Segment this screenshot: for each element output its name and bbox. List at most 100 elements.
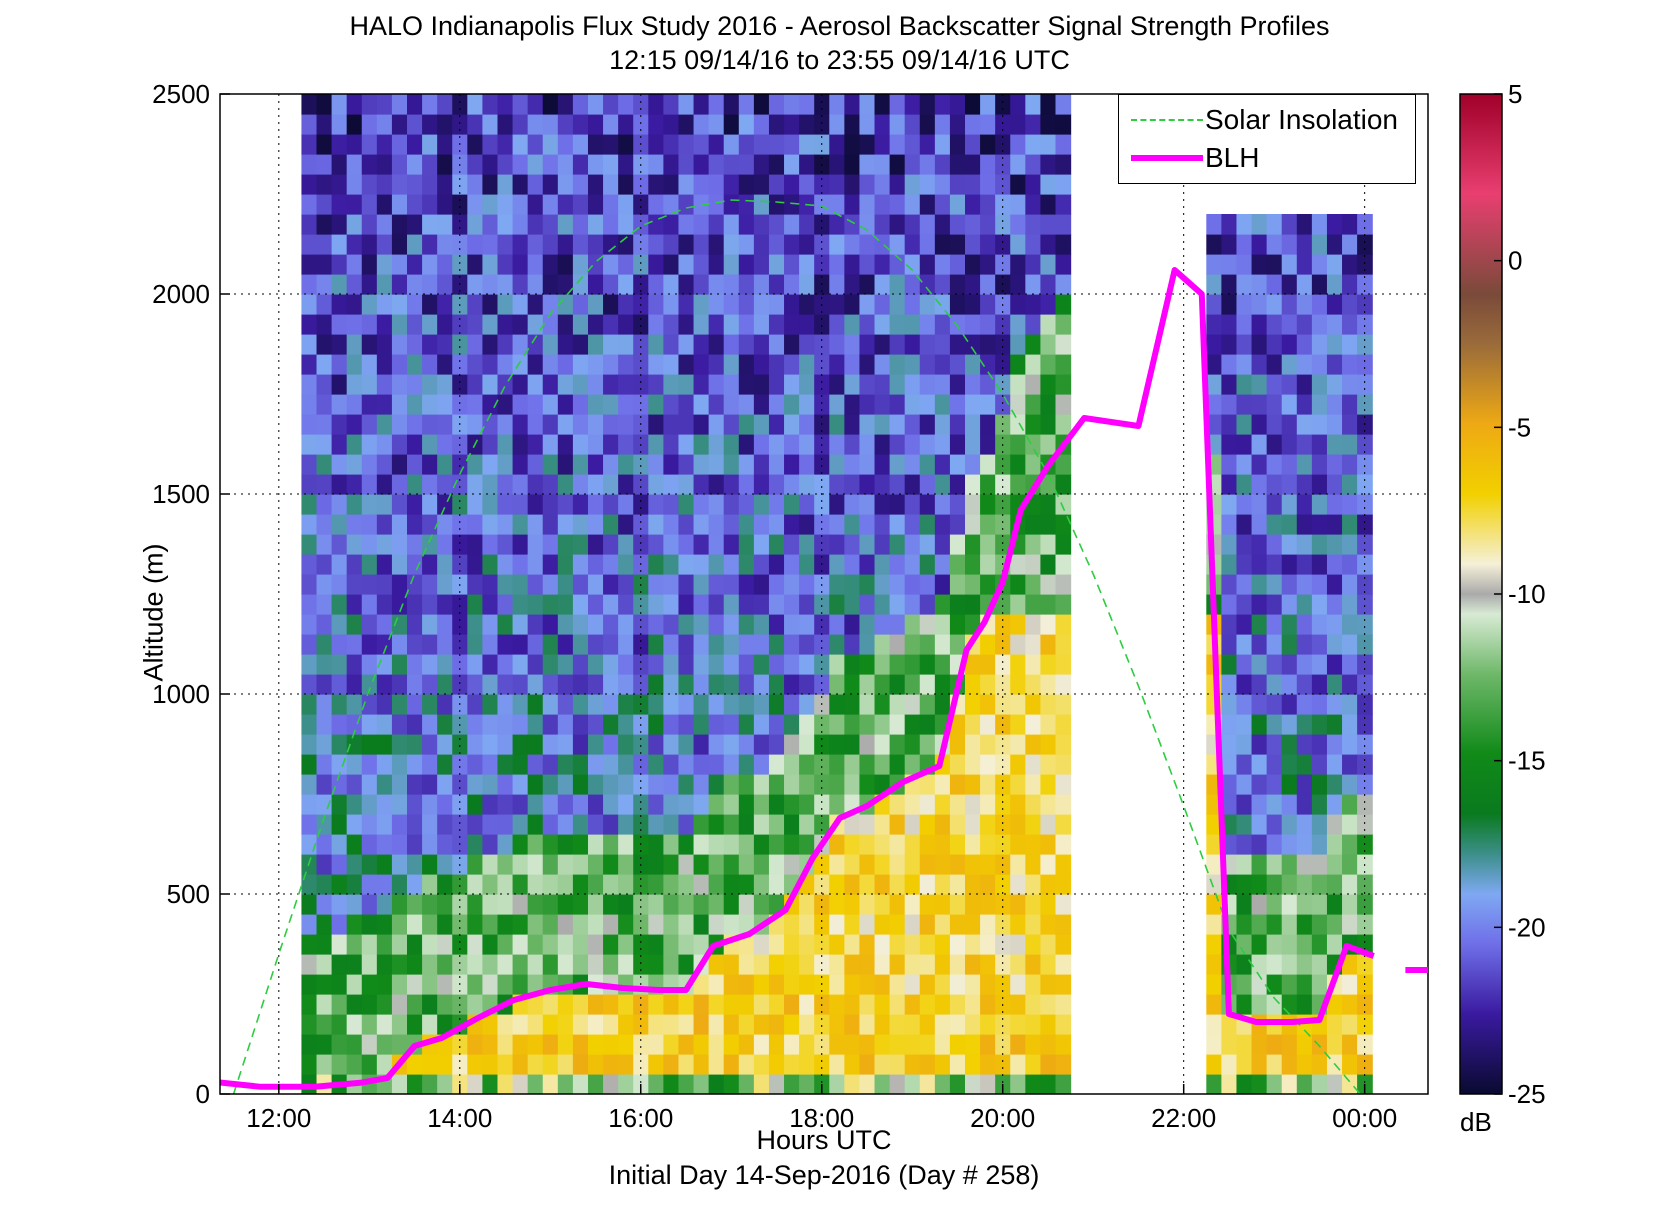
heatmap-cell [663, 394, 680, 415]
heatmap-cell [904, 654, 921, 675]
heatmap-cell [1221, 554, 1238, 575]
heatmap-cell [437, 134, 453, 155]
heatmap-cell [316, 734, 333, 755]
heatmap-cell [799, 794, 815, 815]
heatmap-cell [814, 174, 830, 195]
heatmap-cell [1296, 934, 1313, 955]
heatmap-cell [934, 454, 951, 475]
heatmap-cell [663, 534, 680, 555]
heatmap-cell [648, 294, 664, 315]
heatmap-cell [437, 254, 453, 275]
heatmap-cell [467, 594, 484, 615]
heatmap-cell [1010, 294, 1026, 315]
heatmap-cell [1010, 874, 1026, 895]
heatmap-cell [1251, 214, 1268, 235]
heatmap-cell [1296, 914, 1313, 935]
heatmap-cell [1010, 1054, 1026, 1075]
heatmap-cell [497, 774, 514, 795]
heatmap-cell [1296, 434, 1313, 455]
heatmap-cell [980, 394, 996, 415]
heatmap-cell [995, 614, 1011, 635]
heatmap-cell [678, 1014, 695, 1035]
heatmap-cell [1040, 1014, 1057, 1035]
heatmap-cell [1357, 774, 1373, 795]
heatmap-cell [603, 694, 619, 715]
heatmap-cell [497, 674, 514, 695]
heatmap-cell [1040, 914, 1057, 935]
heatmap-cell [648, 354, 664, 375]
heatmap-cell [980, 914, 996, 935]
heatmap-cell [874, 994, 891, 1015]
heatmap-cell [467, 854, 484, 875]
heatmap-cell [587, 634, 604, 655]
heatmap-cell [1266, 514, 1283, 535]
heatmap-cell [1266, 894, 1283, 915]
heatmap-cell [768, 294, 785, 315]
heatmap-cell [768, 314, 785, 335]
heatmap-cell [995, 634, 1011, 655]
heatmap-cell [1040, 754, 1057, 775]
heatmap-cell [346, 174, 363, 195]
heatmap-cell [422, 414, 438, 435]
heatmap-cell [407, 954, 423, 975]
heatmap-cell [874, 854, 891, 875]
heatmap-cell [1221, 1014, 1238, 1035]
heatmap-cell [512, 694, 529, 715]
heatmap-cell [919, 1054, 936, 1075]
heatmap-cell [799, 974, 815, 995]
heatmap-cell [618, 874, 634, 895]
heatmap-cell [753, 754, 770, 775]
heatmap-cell [934, 614, 951, 635]
heatmap [301, 94, 1373, 1094]
heatmap-cell [889, 734, 906, 755]
heatmap-cell [965, 794, 981, 815]
heatmap-cell [1251, 434, 1268, 455]
heatmap-cell [693, 614, 710, 635]
heatmap-cell [422, 1054, 438, 1075]
heatmap-cell [1055, 954, 1072, 975]
heatmap-cell [919, 894, 936, 915]
heatmap-cell [768, 994, 785, 1015]
heatmap-cell [361, 394, 378, 415]
heatmap-cell [1326, 314, 1343, 335]
heatmap-cell [768, 934, 785, 955]
heatmap-cell [949, 514, 966, 535]
heatmap-cell [965, 534, 981, 555]
heatmap-cell [361, 94, 378, 115]
heatmap-cell [1040, 774, 1057, 795]
heatmap-cell [814, 234, 830, 255]
heatmap-cell [391, 554, 408, 575]
heatmap-cell [859, 454, 876, 475]
heatmap-cell [919, 574, 936, 595]
heatmap-cell [799, 154, 815, 175]
heatmap-cell [1311, 674, 1328, 695]
heatmap-cell [603, 534, 619, 555]
heatmap-cell [331, 794, 348, 815]
heatmap-cell [678, 1074, 695, 1094]
heatmap-cell [663, 494, 680, 515]
heatmap-cell [678, 854, 695, 875]
heatmap-cell [301, 114, 318, 135]
heatmap-cell [497, 874, 514, 895]
heatmap-cell [648, 414, 664, 435]
heatmap-cell [965, 274, 981, 295]
heatmap-cell [557, 694, 574, 715]
heatmap-cell [738, 914, 755, 935]
heatmap-cell [919, 914, 936, 935]
heatmap-cell [738, 634, 755, 655]
heatmap-cell [618, 614, 634, 635]
heatmap-cell [587, 934, 604, 955]
heatmap-cell [723, 134, 740, 155]
heatmap-cell [587, 854, 604, 875]
heatmap-cell [934, 1014, 951, 1035]
heatmap-cell [708, 814, 725, 835]
heatmap-cell [497, 574, 514, 595]
heatmap-cell [844, 114, 861, 135]
heatmap-cell [934, 774, 951, 795]
heatmap-cell [633, 1014, 649, 1035]
heatmap-cell [1251, 934, 1268, 955]
heatmap-cell [1206, 914, 1222, 935]
heatmap-cell [1025, 374, 1042, 395]
heatmap-cell [422, 254, 438, 275]
heatmap-cell [557, 234, 574, 255]
